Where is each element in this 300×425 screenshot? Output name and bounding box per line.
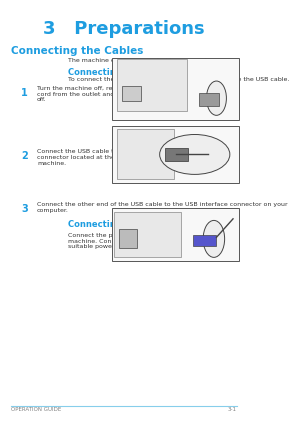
Text: Connect the USB cable to the USB interface
connector located at the rear side of: Connect the USB cable to the USB interfa…: [37, 149, 175, 166]
Ellipse shape: [160, 134, 230, 174]
Text: To connect the machine directly to your computer, use the USB cable.: To connect the machine directly to your …: [68, 76, 289, 82]
FancyBboxPatch shape: [199, 93, 219, 106]
FancyBboxPatch shape: [117, 128, 174, 179]
Text: Turn the machine off, remove the power
cord from the outlet and turn the compute: Turn the machine off, remove the power c…: [37, 86, 174, 102]
FancyBboxPatch shape: [165, 147, 188, 161]
Circle shape: [206, 81, 226, 115]
Text: OPERATION GUIDE: OPERATION GUIDE: [11, 407, 61, 412]
Text: 3   Preparations: 3 Preparations: [43, 20, 205, 38]
FancyBboxPatch shape: [112, 58, 239, 119]
Text: Connect the other end of the USB cable to the USB interface connector on your
co: Connect the other end of the USB cable t…: [37, 202, 288, 213]
Text: 2: 2: [21, 151, 28, 161]
Circle shape: [203, 221, 225, 258]
Text: Connect the power cord to the rear of the
machine. Connect the other end to a
su: Connect the power cord to the rear of th…: [68, 233, 200, 249]
Text: Connecting the Cables: Connecting the Cables: [11, 46, 144, 56]
FancyBboxPatch shape: [119, 230, 137, 248]
FancyBboxPatch shape: [112, 208, 239, 261]
Text: Connecting the Power Cord: Connecting the Power Cord: [68, 220, 198, 229]
FancyBboxPatch shape: [114, 212, 181, 257]
FancyBboxPatch shape: [112, 126, 239, 183]
FancyBboxPatch shape: [122, 86, 141, 101]
Text: The machine can be connected to a computer.: The machine can be connected to a comput…: [68, 58, 215, 63]
FancyBboxPatch shape: [194, 235, 216, 246]
Text: 3: 3: [21, 204, 28, 214]
Text: 1: 1: [21, 88, 28, 98]
Text: Connecting the USB Cable: Connecting the USB Cable: [68, 68, 191, 76]
FancyBboxPatch shape: [117, 59, 187, 111]
Text: 3-1: 3-1: [228, 407, 237, 412]
